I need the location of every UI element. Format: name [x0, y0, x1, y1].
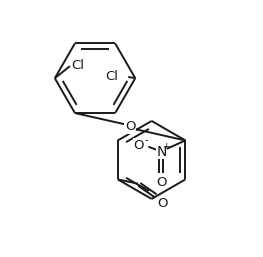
Text: -: -	[144, 135, 148, 145]
Text: +: +	[162, 142, 170, 151]
Text: Cl: Cl	[105, 70, 118, 84]
Text: O: O	[156, 176, 167, 189]
Text: N: N	[156, 145, 167, 159]
Text: O: O	[133, 139, 144, 152]
Text: O: O	[157, 197, 167, 210]
Text: Cl: Cl	[71, 59, 84, 72]
Text: O: O	[125, 120, 135, 133]
